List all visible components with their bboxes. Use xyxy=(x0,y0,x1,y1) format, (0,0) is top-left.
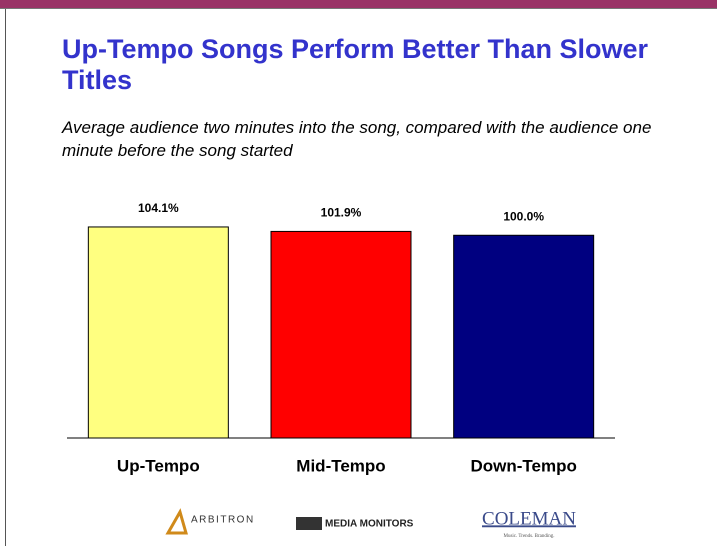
value-label: 104.1% xyxy=(138,201,179,215)
x-tick-label: Mid-Tempo xyxy=(296,456,385,475)
coleman-logo: COLEMAN Music. Trends. Branding. xyxy=(482,508,576,539)
arbitron-logo: ARBITRON xyxy=(165,508,255,535)
logo-text: ARBITRON xyxy=(191,515,255,526)
arbitron-icon xyxy=(165,508,188,535)
logo-text: MEDIA MONITORS xyxy=(325,519,414,530)
chart-title: Up-Tempo Songs Perform Better Than Slowe… xyxy=(62,34,649,95)
x-tick-label: Down-Tempo xyxy=(470,456,576,475)
bar xyxy=(87,226,229,439)
bar xyxy=(270,230,412,439)
chart-subtitle: Average audience two minutes into the so… xyxy=(62,118,652,160)
value-label: 100.0% xyxy=(503,209,544,223)
top-bar xyxy=(0,0,717,9)
logo-tagline: Music. Trends. Branding. xyxy=(504,534,555,539)
media-monitors-icon xyxy=(296,517,322,530)
value-label: 101.9% xyxy=(321,206,362,220)
bar xyxy=(453,234,595,439)
x-tick-label: Up-Tempo xyxy=(117,456,200,475)
left-border xyxy=(5,9,6,546)
media-monitors-logo: MEDIA MONITORS xyxy=(296,517,414,530)
logo-text: COLEMAN xyxy=(482,508,576,529)
